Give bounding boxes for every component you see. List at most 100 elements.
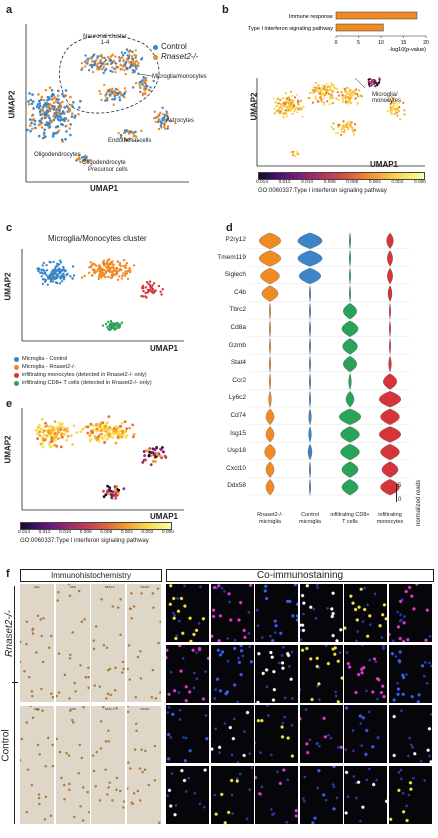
umap-point: [61, 422, 64, 426]
umap-point: [157, 127, 161, 131]
cb-tick: 0.008: [79, 530, 92, 535]
umap-point: [100, 53, 103, 57]
umap-point: [125, 261, 129, 265]
umap-point: [156, 115, 159, 118]
umap-point: [123, 274, 127, 277]
umap-point: [91, 60, 94, 63]
ihc-col-label: MHC II: [105, 707, 115, 711]
violin-group-label: infiltrating monocytes: [376, 512, 404, 525]
umap-point: [343, 95, 346, 98]
umap-point: [102, 261, 105, 264]
violin: [308, 408, 312, 426]
umap-point: [166, 125, 170, 128]
umap-point: [123, 265, 126, 268]
umap-point: [146, 291, 149, 294]
umap-point: [122, 58, 125, 61]
umap-point: [102, 65, 106, 69]
umap-point: [28, 124, 32, 127]
umap-point: [49, 103, 52, 106]
umap-point: [144, 77, 147, 80]
umap-point: [65, 130, 68, 133]
umap-point: [62, 265, 65, 269]
umap-point: [142, 289, 145, 293]
umap-point: [324, 93, 327, 97]
violin: [342, 338, 358, 355]
violin: [341, 461, 359, 478]
umap-point: [353, 89, 356, 92]
panel-b-label: b: [222, 4, 229, 16]
umap-point: [133, 53, 136, 57]
co-image: [388, 584, 432, 642]
umap-point: [37, 134, 41, 138]
umap-point: [79, 99, 82, 103]
umap-point: [58, 421, 61, 425]
umap-point: [121, 56, 124, 59]
umap-point: [133, 70, 136, 74]
violin: [348, 373, 352, 391]
umap-point: [392, 102, 395, 105]
umap-point: [87, 271, 91, 274]
umap-point: [88, 439, 92, 443]
umap-point: [116, 272, 119, 275]
umap-point: [285, 114, 289, 117]
violin: [269, 356, 271, 372]
umap-point: [157, 113, 160, 116]
umap-point: [125, 138, 129, 142]
umap-point: [350, 121, 353, 124]
umap-point: [373, 80, 376, 83]
umap-point: [165, 110, 168, 113]
bar: [335, 23, 384, 32]
umap-point: [38, 104, 42, 108]
umap-point: [42, 131, 46, 135]
umap-point: [81, 427, 85, 431]
umap-point: [118, 324, 122, 327]
umap-point: [152, 282, 156, 285]
umap-point: [54, 116, 57, 119]
cb-tick: 0.000: [161, 530, 174, 535]
umap-point: [147, 282, 150, 286]
cb-tick: 0.012: [38, 530, 51, 535]
umap-point: [46, 123, 50, 127]
umap-point: [101, 425, 105, 429]
umap-point: [91, 424, 95, 428]
umap-point: [40, 275, 43, 278]
legend-rnaset2: Rnaset2-/-: [161, 52, 199, 61]
umap-point: [311, 101, 315, 104]
umap-point: [395, 104, 399, 107]
violin: [309, 373, 311, 390]
umap-point: [53, 443, 57, 447]
panel-b-ylabel: UMAP2: [249, 92, 259, 121]
umap-point: [107, 327, 110, 330]
umap-point: [118, 262, 122, 265]
umap-point: [274, 101, 277, 104]
umap-point: [78, 158, 82, 161]
umap-point: [119, 92, 123, 95]
legend-dot: [14, 364, 19, 370]
umap-point: [46, 99, 49, 102]
umap-point: [109, 69, 112, 73]
umap-point: [106, 266, 110, 269]
umap-point: [283, 105, 286, 108]
umap-point: [121, 274, 124, 277]
ihc-col-label: Iba1: [34, 585, 40, 589]
umap-point: [156, 452, 159, 456]
umap-point: [326, 85, 329, 89]
umap-point: [45, 424, 49, 428]
umap-point: [91, 54, 95, 58]
violin: [345, 391, 355, 408]
gene-label: Tmem119: [217, 253, 246, 261]
umap-point: [297, 108, 300, 111]
umap-point: [107, 89, 110, 93]
umap-point: [45, 121, 49, 124]
umap-point: [354, 92, 357, 95]
umap-point: [69, 123, 72, 126]
umap-point: [273, 112, 276, 115]
panel-b-colorbar: [258, 172, 425, 180]
umap-point: [348, 120, 351, 123]
umap-point: [44, 421, 47, 425]
umap-point: [66, 119, 70, 122]
umap-point: [353, 129, 356, 132]
co-image: [166, 765, 209, 824]
panel-b-xlabel: UMAP1: [370, 160, 399, 169]
umap-point: [97, 440, 101, 443]
